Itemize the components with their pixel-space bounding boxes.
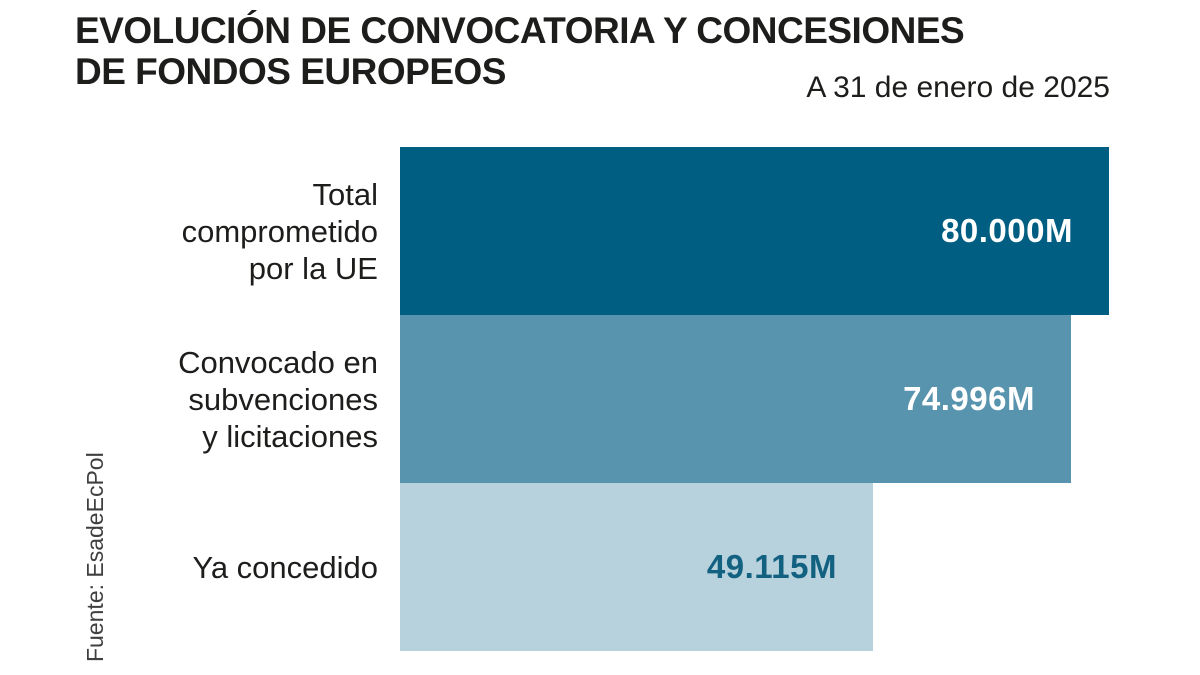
bar-total-comprometido: 80.000M [400, 147, 1109, 315]
bar-row-ya-concedido: Ya concedido 49.115M [0, 483, 1200, 651]
bar-value-label: 49.115M [706, 548, 837, 585]
bar-value-label: 74.996M [903, 380, 1035, 417]
chart-subtitle: A 31 de enero de 2025 [806, 71, 1110, 104]
chart-title: EVOLUCIÓN DE CONVOCATORIA Y CONCESIONES … [75, 10, 965, 92]
bar-chart: Total comprometido por la UE 80.000M Con… [0, 147, 1200, 651]
source-credit: Fuente: EsadeEcPol [82, 452, 108, 662]
chart-title-line2: DE FONDOS EUROPEOS [75, 51, 506, 92]
bar-ya-concedido: 49.115M [400, 483, 873, 651]
bar-category-label: Total comprometido por la UE [181, 176, 378, 286]
bar-track: 80.000M [400, 147, 1200, 315]
bar-value-label: 80.000M [941, 212, 1073, 249]
bar-convocado: 74.996M [400, 315, 1071, 483]
bar-row-total-comprometido: Total comprometido por la UE 80.000M [0, 147, 1200, 315]
bar-category-label: Ya concedido [192, 549, 378, 585]
bar-track: 49.115M [400, 483, 1200, 651]
bar-row-convocado: Convocado en subvenciones y licitaciones… [0, 315, 1200, 483]
bar-category-label: Convocado en subvenciones y licitaciones [178, 344, 378, 454]
bar-track: 74.996M [400, 315, 1200, 483]
chart-title-line1: EVOLUCIÓN DE CONVOCATORIA Y CONCESIONES [75, 10, 965, 51]
